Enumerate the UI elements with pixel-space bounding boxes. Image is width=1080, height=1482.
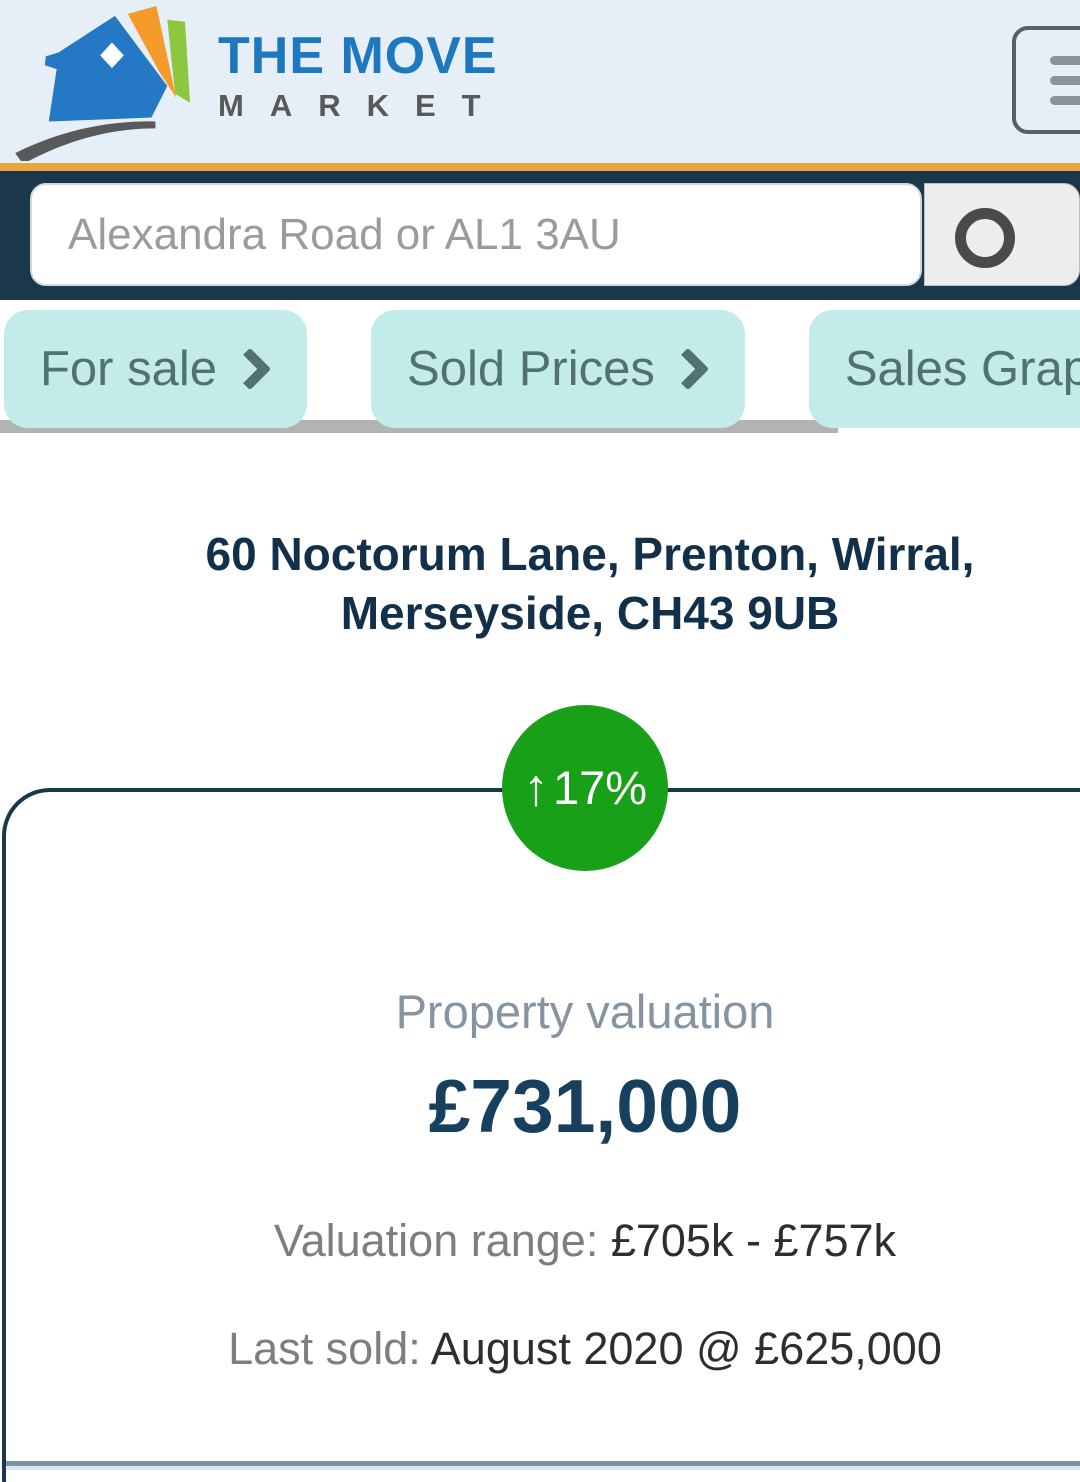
tabs-row: For sale Sold Prices Sales Graph xyxy=(0,310,1080,433)
search-input[interactable] xyxy=(30,183,922,286)
price-change-value: 17% xyxy=(552,761,648,815)
hamburger-bar xyxy=(1050,95,1080,105)
main-content: 60 Noctorum Lane, Prenton, Wirral, Merse… xyxy=(0,525,1080,1482)
address-line1: 60 Noctorum Lane, Prenton, Wirral, xyxy=(205,528,975,580)
chevron-right-icon xyxy=(666,347,710,391)
brand-line2: MARKET xyxy=(218,87,507,123)
valuation-card: ↑ 17% Property valuation £731,000 Valuat… xyxy=(2,704,1080,1482)
tab-sales-graph[interactable]: Sales Graph xyxy=(808,310,1080,428)
header: THE MOVE MARKET xyxy=(0,0,1080,163)
price-change-badge: ↑ 17% xyxy=(502,704,668,871)
last-sold-value: August 2020 @ £625,000 xyxy=(431,1323,942,1374)
last-sold-label: Last sold: xyxy=(228,1322,421,1374)
hamburger-bar xyxy=(1050,55,1080,65)
search-bar xyxy=(0,171,1080,300)
search-button[interactable] xyxy=(923,183,1080,286)
menu-button[interactable] xyxy=(1012,26,1080,134)
house-logo-icon xyxy=(15,5,190,161)
accent-divider xyxy=(0,163,1080,171)
last-sold-amount: August 2020 @ £625,000 xyxy=(430,1322,942,1374)
valuation-amount: £731,000 xyxy=(428,1063,742,1148)
valuation-label: Property valuation xyxy=(395,984,775,1038)
brand-text: THE MOVE MARKET xyxy=(218,29,507,124)
brand-line1: THE MOVE xyxy=(218,27,498,86)
tab-label: Sales Graph xyxy=(844,342,1080,396)
valuation-range-value: £705k - £757k xyxy=(611,1215,896,1266)
up-arrow-icon: ↑ xyxy=(522,758,549,817)
valuation-range-amounts: £705k - £757k xyxy=(610,1214,897,1266)
card-divider xyxy=(6,1460,1080,1470)
tab-label: Sold Prices xyxy=(407,342,655,396)
tab-sold-prices[interactable]: Sold Prices xyxy=(371,310,745,428)
property-address: 60 Noctorum Lane, Prenton, Wirral, Merse… xyxy=(0,525,1080,643)
last-sold-line: Last sold: August 2020 @ £625,000 xyxy=(6,1323,1080,1375)
tab-label: For sale xyxy=(40,342,218,396)
hamburger-bar xyxy=(1050,75,1080,85)
brand-logo[interactable] xyxy=(10,3,210,161)
valuation-range-line: Valuation range: £705k - £757k xyxy=(6,1215,1080,1267)
search-icon xyxy=(954,208,1015,268)
tab-for-sale[interactable]: For sale xyxy=(4,310,308,428)
address-line2: Merseyside, CH43 9UB xyxy=(340,586,840,639)
chevron-right-icon xyxy=(228,347,272,391)
valuation-range-label: Valuation range: xyxy=(273,1214,599,1266)
